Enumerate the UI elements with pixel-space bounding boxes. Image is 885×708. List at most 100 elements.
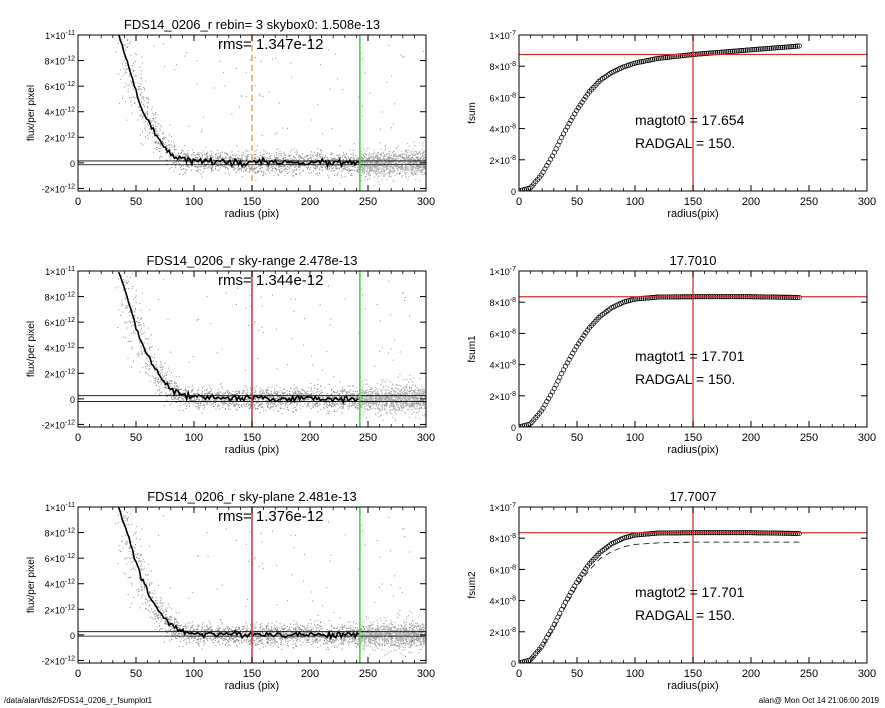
pixel-point [136, 353, 138, 355]
pixel-point [381, 393, 383, 395]
pixel-point [383, 166, 385, 168]
pixel-point [141, 91, 143, 93]
pixel-point [271, 396, 273, 398]
pixel-point [316, 160, 317, 161]
pixel-point [280, 159, 282, 161]
pixel-point [344, 166, 346, 168]
pixel-point [271, 386, 273, 388]
pixel-point [211, 166, 213, 168]
pixel-point [325, 159, 326, 161]
pixel-point [276, 160, 278, 161]
pixel-point [197, 167, 198, 169]
pixel-point [131, 81, 133, 83]
pixel-point [394, 153, 396, 156]
pixel-point [271, 394, 273, 395]
pixel-point [267, 403, 269, 404]
pixel-point [258, 329, 260, 331]
pixel-point [423, 161, 425, 163]
pixel-point [186, 156, 188, 158]
pixel-point [395, 159, 397, 160]
pixel-point [293, 394, 295, 396]
pixel-point [390, 348, 392, 350]
pixel-point [241, 161, 243, 162]
growth-marker [746, 47, 752, 53]
pixel-point [416, 152, 418, 154]
pixel-point [140, 134, 141, 136]
growth-marker [752, 46, 758, 53]
pixel-point [341, 156, 343, 158]
pixel-point [293, 393, 295, 395]
pixel-point [371, 160, 373, 163]
pixel-point [320, 149, 322, 151]
pixel-point [191, 154, 193, 156]
pixel-point [237, 166, 239, 168]
pixel-point [389, 314, 391, 316]
pixel-point [317, 395, 319, 397]
pixel-point [214, 168, 216, 170]
pixel-point [349, 163, 351, 165]
pixel-point [413, 174, 415, 176]
pixel-point [104, 39, 105, 40]
pixel-point [307, 155, 309, 157]
pixel-point [371, 168, 373, 170]
pixel-point [316, 152, 318, 154]
pixel-point [180, 152, 182, 153]
pixel-point [363, 164, 365, 166]
pixel-point [392, 179, 394, 181]
growth-marker [646, 57, 652, 63]
pixel-point [409, 395, 411, 397]
pixel-point [383, 175, 385, 178]
pixel-point [363, 149, 365, 151]
pixel-point [201, 157, 203, 159]
pixel-point [374, 166, 376, 168]
pixel-point [233, 158, 235, 159]
pixel-point [283, 151, 285, 153]
pixel-point [134, 102, 136, 104]
pixel-point [397, 164, 399, 166]
pixel-point [355, 170, 357, 172]
pixel-point [230, 156, 232, 158]
pixel-point [162, 138, 164, 140]
pixel-point [243, 403, 244, 405]
pixel-point [358, 96, 360, 98]
pixel-point [327, 166, 329, 168]
pixel-point [238, 391, 240, 393]
pixel-point [368, 175, 370, 177]
pixel-point [385, 396, 387, 398]
pixel-point [280, 161, 282, 162]
pixel-point [402, 153, 404, 155]
pixel-point [185, 169, 187, 170]
pixel-point [338, 158, 340, 159]
pixel-point [393, 168, 395, 170]
pixel-point [178, 158, 180, 160]
pixel-point [326, 403, 328, 405]
pixel-point [375, 170, 377, 172]
pixel-point [155, 133, 157, 135]
pixel-point [313, 158, 315, 160]
pixel-point [117, 262, 118, 263]
pixel-point [236, 154, 238, 156]
pixel-point [326, 412, 328, 414]
pixel-point [307, 158, 309, 160]
pixel-point [211, 170, 213, 171]
pixel-point [250, 153, 252, 155]
pixel-point [296, 150, 298, 152]
pixel-point [184, 145, 186, 147]
pixel-point [323, 403, 325, 405]
pixel-point [139, 302, 141, 304]
pixel-point [293, 156, 295, 157]
pixel-point [380, 169, 383, 171]
pixel-point [334, 391, 336, 393]
pixel-point [278, 153, 280, 155]
pixel-point [405, 173, 407, 176]
pixel-point [376, 170, 378, 172]
pixel-point [148, 369, 150, 371]
pixel-point [363, 166, 365, 168]
pixel-point [369, 157, 371, 159]
pixel-point [414, 145, 416, 147]
pixel-point [383, 169, 385, 171]
pixel-point [404, 162, 406, 164]
pixel-point [392, 161, 394, 163]
pixel-point [349, 394, 351, 396]
pixel-point [176, 162, 178, 164]
